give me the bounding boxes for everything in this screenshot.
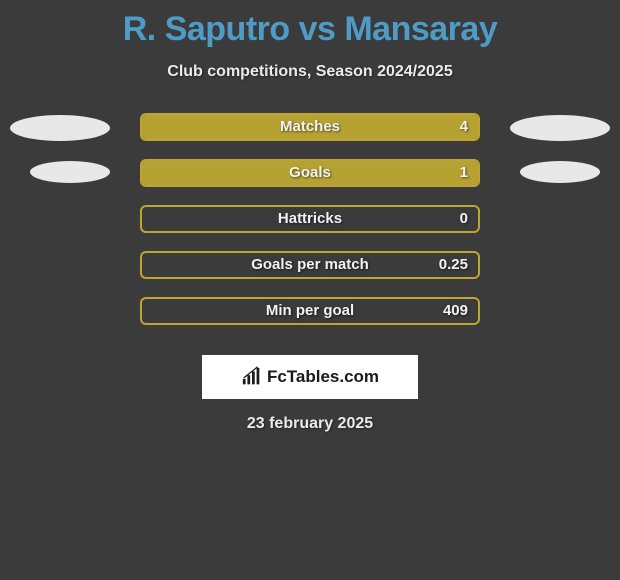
- stat-row-hattricks: Hattricks 0: [0, 207, 620, 253]
- ellipse-left-icon: [10, 115, 110, 141]
- brand-text: FcTables.com: [267, 367, 379, 387]
- stat-bar: Hattricks 0: [140, 205, 480, 233]
- stat-label: Goals per match: [142, 256, 478, 273]
- stat-row-mpg: Min per goal 409: [0, 299, 620, 345]
- stat-label: Min per goal: [142, 302, 478, 319]
- stat-row-matches: Matches 4: [0, 115, 620, 161]
- stat-bar: Min per goal 409: [140, 297, 480, 325]
- ellipse-left-icon: [30, 161, 110, 183]
- stats-chart: Matches 4 Goals 1 Hattricks 0 Goals per …: [0, 115, 620, 345]
- stat-label: Hattricks: [142, 210, 478, 227]
- stat-value: 409: [443, 302, 468, 319]
- ellipse-right-icon: [510, 115, 610, 141]
- bars-icon: [241, 366, 263, 388]
- stat-bar: Goals per match 0.25: [140, 251, 480, 279]
- page-title: R. Saputro vs Mansaray: [0, 0, 620, 49]
- stat-label: Matches: [142, 118, 478, 135]
- stat-row-gpm: Goals per match 0.25: [0, 253, 620, 299]
- subtitle: Club competitions, Season 2024/2025: [0, 63, 620, 81]
- stat-value: 4: [460, 118, 468, 135]
- stat-row-goals: Goals 1: [0, 161, 620, 207]
- brand-box[interactable]: FcTables.com: [202, 355, 418, 399]
- ellipse-right-icon: [520, 161, 600, 183]
- stat-bar: Matches 4: [140, 113, 480, 141]
- stat-bar: Goals 1: [140, 159, 480, 187]
- brand-inner: FcTables.com: [241, 366, 379, 388]
- date-label: 23 february 2025: [0, 415, 620, 433]
- stat-value: 0.25: [439, 256, 468, 273]
- stat-label: Goals: [142, 164, 478, 181]
- stat-value: 0: [460, 210, 468, 227]
- stat-value: 1: [460, 164, 468, 181]
